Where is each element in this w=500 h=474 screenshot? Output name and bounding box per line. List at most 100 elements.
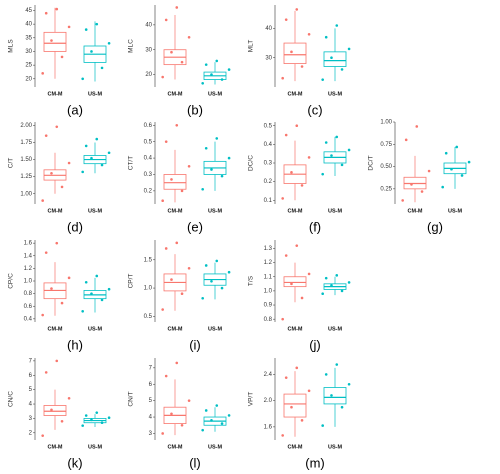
point — [55, 359, 59, 363]
y-tick-label: 2.00 — [20, 123, 32, 129]
point — [460, 174, 464, 177]
y-tick-label: 0.4 — [144, 156, 153, 162]
y-axis-label: CN/C — [8, 391, 15, 407]
point — [335, 135, 339, 139]
point — [60, 419, 64, 423]
y-axis-label: C/T — [8, 158, 15, 169]
box — [283, 42, 307, 64]
caption: (i) — [189, 337, 201, 352]
point — [321, 424, 324, 427]
x-tick-label: US-M — [88, 326, 102, 332]
point — [281, 197, 284, 200]
point — [90, 292, 93, 295]
point — [404, 138, 408, 142]
y-axis-label: MLC — [128, 39, 135, 53]
y-tick-label: 1.0 — [264, 288, 273, 294]
y-axis-label: CP/C — [8, 273, 15, 289]
point — [284, 254, 288, 257]
point — [164, 247, 168, 250]
x-tick-label: US-M — [328, 326, 342, 332]
point — [161, 75, 164, 79]
x-tick-label: CM-M — [48, 208, 63, 214]
y-tick-label: 0.4 — [264, 142, 273, 148]
y-tick-label: 7 — [29, 358, 33, 364]
point — [335, 363, 339, 366]
point — [201, 428, 204, 432]
point — [410, 183, 413, 186]
point — [340, 68, 344, 71]
x-tick-label: US-M — [208, 91, 222, 97]
point — [307, 156, 311, 159]
point — [100, 421, 104, 425]
point — [50, 287, 53, 290]
point — [84, 414, 88, 417]
x-tick-label: US-M — [88, 91, 102, 97]
x-tick-label: CM-M — [288, 91, 303, 97]
y-axis-label: DC/C — [248, 155, 255, 171]
caption: (b) — [187, 102, 203, 117]
point — [187, 36, 191, 39]
y-tick-label: 40 — [145, 22, 152, 28]
y-tick-label: 0.25 — [380, 186, 392, 192]
point — [175, 361, 179, 365]
box — [283, 276, 307, 288]
point — [67, 161, 71, 165]
point — [330, 154, 333, 157]
x-tick-label: CM-M — [48, 91, 63, 97]
point — [210, 73, 213, 76]
point — [220, 174, 224, 178]
point — [215, 59, 219, 63]
y-axis-label: CT/T — [128, 156, 135, 170]
y-tick-label: 35 — [25, 35, 32, 41]
point — [187, 164, 191, 168]
y-tick-label: 1.1 — [264, 274, 273, 280]
point — [330, 56, 333, 60]
point — [455, 145, 459, 149]
y-axis-label: VP/T — [248, 392, 255, 406]
box — [283, 393, 307, 418]
point — [220, 286, 224, 290]
point — [164, 374, 168, 378]
point — [60, 301, 64, 305]
point — [44, 371, 48, 374]
point — [95, 274, 99, 278]
box — [323, 387, 347, 405]
panel: CP/T 0.5 1.0 1.5 CM-M US-M (i) — [128, 240, 231, 352]
y-tick-label: 1.2 — [24, 266, 33, 272]
point — [67, 25, 71, 29]
y-tick-label: 0.8 — [264, 317, 273, 323]
caption: (h) — [67, 337, 83, 352]
point — [60, 185, 64, 189]
point — [41, 72, 44, 75]
point — [201, 296, 204, 300]
point — [175, 6, 179, 9]
x-tick-label: US-M — [88, 444, 102, 450]
panel: DC/C 0.1 0.2 0.3 0.4 0.5 CM-M US-M (f) — [248, 122, 351, 234]
point — [220, 78, 224, 81]
point — [90, 418, 93, 422]
point — [100, 163, 104, 167]
point — [427, 169, 431, 173]
x-tick-label: CM-M — [168, 208, 183, 214]
point — [227, 270, 231, 274]
caption: (e) — [187, 219, 203, 234]
point — [290, 50, 293, 54]
x-tick-label: US-M — [328, 208, 342, 214]
point — [161, 432, 164, 435]
caption: (d) — [67, 219, 83, 234]
point — [204, 264, 208, 267]
y-tick-label: 1.6 — [264, 424, 273, 430]
caption: (j) — [309, 337, 321, 352]
point — [284, 18, 288, 21]
point — [180, 189, 184, 193]
x-tick-label: CM-M — [288, 208, 303, 214]
point — [107, 287, 111, 291]
y-tick-label: 1.00 — [20, 191, 32, 197]
y-axis-label: DC/T — [368, 155, 375, 170]
x-tick-label: CM-M — [48, 326, 63, 332]
panel: MLC 20 30 40 CM-M US-M (b) — [128, 5, 231, 117]
y-axis-label: CN/T — [128, 391, 135, 406]
point — [100, 66, 104, 70]
y-tick-label: 20 — [145, 72, 152, 78]
point — [81, 170, 84, 174]
